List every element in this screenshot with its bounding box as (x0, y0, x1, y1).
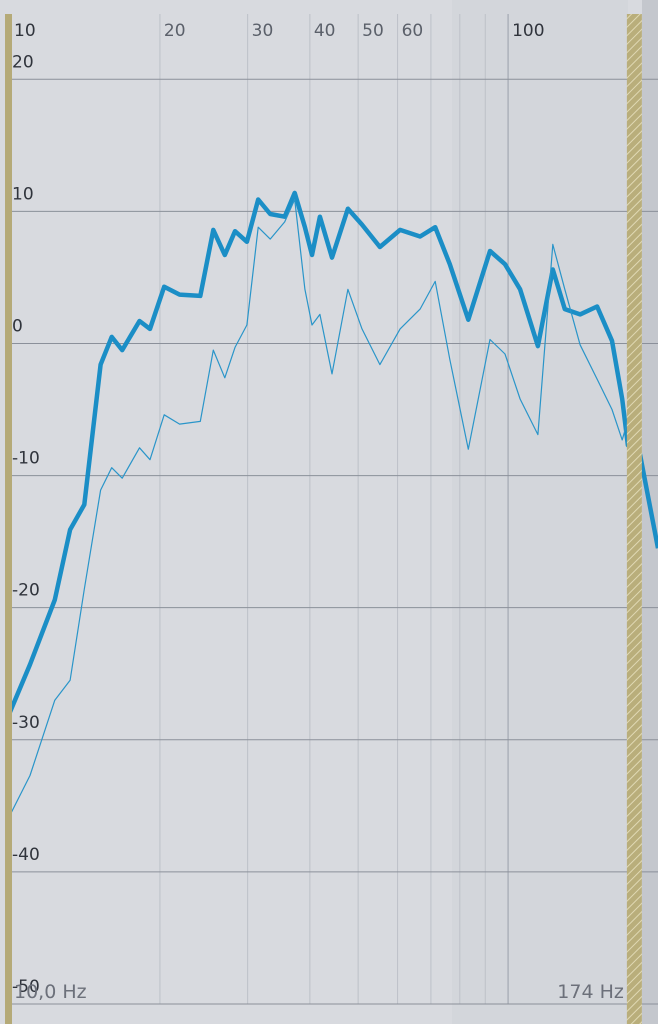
x-tick-label: 40 (314, 21, 336, 41)
y-tick-label: -50 (12, 977, 40, 997)
series-line (9, 198, 629, 816)
y-tick-label: -30 (12, 713, 40, 733)
y-tick-label: -10 (12, 449, 40, 469)
cursor-label: 10,0 Hz (14, 981, 87, 1003)
cursor-label: 174 Hz (557, 981, 624, 1003)
cursor (5, 14, 12, 1024)
cursor (626, 14, 642, 1024)
x-tick-label: 60 (402, 21, 424, 41)
y-tick-label: -20 (12, 581, 40, 601)
y-tick-label: 20 (12, 52, 34, 72)
x-tick-label: 10 (14, 21, 36, 41)
x-tick-label: 30 (252, 21, 274, 41)
x-tick-label: 20 (164, 21, 186, 41)
x-tick-label: 50 (362, 21, 384, 41)
y-tick-label: -40 (12, 845, 40, 865)
band (452, 0, 628, 1024)
x-tick-label: 100 (512, 21, 544, 41)
y-tick-label: 0 (12, 316, 23, 336)
series-line (7, 190, 658, 713)
y-tick-label: 10 (12, 184, 34, 204)
